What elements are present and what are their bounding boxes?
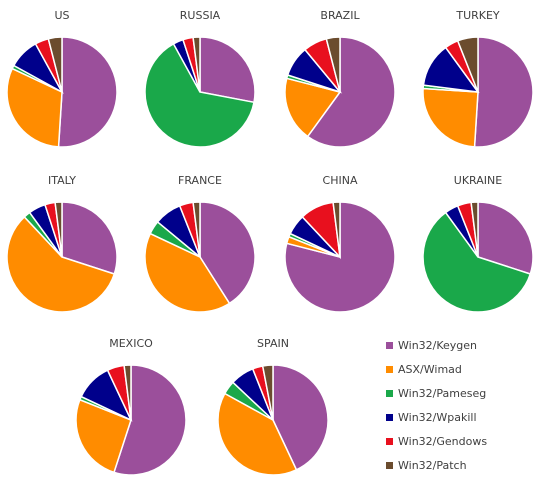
pie-chart-mexico: MEXICO bbox=[75, 337, 187, 476]
legend-label: Win32/Pameseg bbox=[398, 387, 486, 400]
pie-slice-italy-win32-keygen bbox=[61, 201, 118, 275]
chart-title: CHINA bbox=[323, 174, 358, 187]
pie-slice-us-win32-patch bbox=[47, 36, 63, 93]
pie-slice-brazil-asx-wimad bbox=[284, 77, 342, 138]
pie-slice-spain-win32-patch bbox=[261, 364, 274, 421]
legend-label: Win32/Gendows bbox=[398, 435, 487, 448]
pie-slice-russia-win32-patch bbox=[192, 36, 201, 93]
pie-slice-mexico-win32-patch bbox=[123, 364, 132, 421]
pie-chart-brazil: BRAZIL bbox=[284, 9, 396, 148]
legend-swatch bbox=[386, 390, 393, 397]
legend: Win32/Keygen ASX/Wimad Win32/Pameseg Win32/… bbox=[386, 339, 487, 472]
pie-slice-us-asx-wimad bbox=[6, 67, 63, 148]
pie-slice-turkey-win32-keygen bbox=[473, 36, 534, 148]
pie-slice-france-win32-patch bbox=[192, 201, 201, 258]
legend-label: Win32/Patch bbox=[398, 459, 467, 472]
chart-title: US bbox=[54, 9, 69, 22]
pie-slice-spain-asx-wimad bbox=[217, 392, 298, 476]
pie-chart-france: FRANCE bbox=[144, 174, 256, 313]
pie-slice-brazil-win32-patch bbox=[325, 36, 341, 93]
legend-label: Win32/Wpakill bbox=[398, 411, 477, 424]
pie-slice-italy-asx-wimad bbox=[6, 215, 116, 313]
chart-title: TURKEY bbox=[455, 9, 500, 22]
pie-slice-brazil-win32-keygen bbox=[306, 36, 396, 148]
pie-slice-russia-win32-pameseg bbox=[144, 42, 255, 148]
legend-swatch bbox=[386, 342, 393, 349]
pie-chart-italy: ITALY bbox=[6, 174, 118, 313]
legend-swatch bbox=[386, 462, 393, 469]
pie-slice-turkey-asx-wimad bbox=[422, 87, 479, 148]
legend-swatch bbox=[386, 366, 393, 373]
legend-label: Win32/Keygen bbox=[398, 339, 477, 352]
pie-chart-us: US bbox=[6, 9, 118, 148]
legend-item-win32-wpakill: Win32/Wpakill bbox=[386, 411, 477, 424]
chart-title: MEXICO bbox=[109, 337, 153, 350]
legend-item-asx-wimad: ASX/Wimad bbox=[386, 363, 462, 376]
legend-label: ASX/Wimad bbox=[398, 363, 462, 376]
chart-title: ITALY bbox=[48, 174, 76, 187]
pie-slice-china-win32-patch bbox=[332, 201, 341, 258]
pie-slice-turkey-win32-patch bbox=[456, 36, 479, 93]
chart-title: RUSSIA bbox=[180, 9, 221, 22]
legend-swatch bbox=[386, 414, 393, 421]
chart-title: SPAIN bbox=[257, 337, 289, 350]
pie-slice-ukraine-win32-pameseg bbox=[422, 211, 532, 313]
chart-title: FRANCE bbox=[178, 174, 222, 187]
pie-slice-mexico-asx-wimad bbox=[75, 398, 132, 474]
pie-slice-russia-win32-keygen bbox=[199, 36, 256, 104]
pie-slice-spain-win32-keygen bbox=[272, 364, 329, 471]
pie-slice-italy-win32-patch bbox=[54, 201, 63, 258]
legend-item-win32-gendows: Win32/Gendows bbox=[386, 435, 487, 448]
pie-slice-ukraine-win32-keygen bbox=[477, 201, 534, 275]
chart-title: BRAZIL bbox=[320, 9, 360, 22]
legend-item-win32-keygen: Win32/Keygen bbox=[386, 339, 477, 352]
chart-title: UKRAINE bbox=[454, 174, 502, 187]
pie-chart-china: CHINA bbox=[284, 174, 396, 313]
pie-slice-france-asx-wimad bbox=[144, 232, 231, 313]
pie-chart-ukraine: UKRAINE bbox=[422, 174, 534, 313]
legend-swatch bbox=[386, 438, 393, 445]
pie-slice-mexico-win32-keygen bbox=[113, 364, 187, 476]
legend-item-win32-patch: Win32/Patch bbox=[386, 459, 467, 472]
pie-chart-spain: SPAIN bbox=[217, 337, 329, 476]
pie-slice-ukraine-win32-patch bbox=[470, 201, 479, 258]
pie-chart-turkey: TURKEY bbox=[422, 9, 534, 148]
legend-item-win32-pameseg: Win32/Pameseg bbox=[386, 387, 486, 400]
pie-chart-russia: RUSSIA bbox=[144, 9, 256, 148]
pie-slice-us-win32-keygen bbox=[57, 36, 118, 148]
